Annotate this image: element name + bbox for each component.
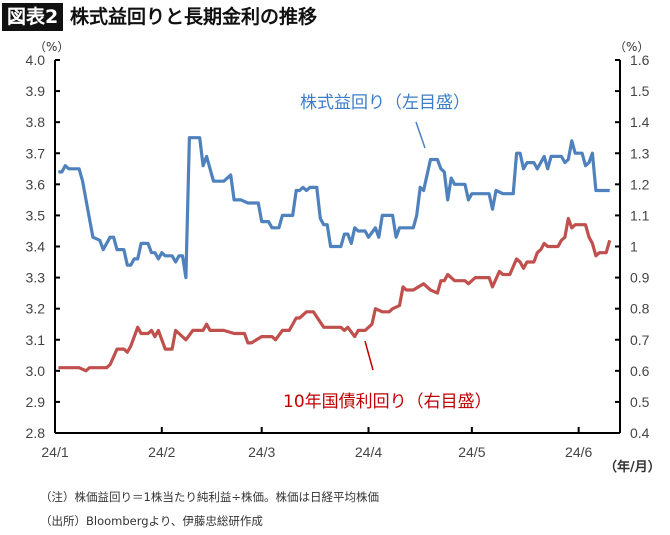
earnings-yield-leader-line xyxy=(415,121,426,149)
right-axis-tick-label: 1.1 xyxy=(630,207,650,223)
right-axis-tick-label: 1.3 xyxy=(630,145,650,161)
chart-title: 株式益回りと長期金利の推移 xyxy=(70,6,318,28)
left-axis-tick-label: 2.8 xyxy=(26,425,46,441)
right-axis-tick-label: 0.4 xyxy=(630,425,650,441)
x-axis-tick-label: 24/5 xyxy=(458,444,485,460)
series-label-earnings-yield: 株式益回り（左目盛） xyxy=(300,93,470,113)
left-axis-tick-label: 3.6 xyxy=(26,176,46,192)
x-axis-tick-label: 24/3 xyxy=(248,444,275,460)
right-axis-tick-label: 1.5 xyxy=(630,83,650,99)
jgb-yield-leader-line xyxy=(364,340,374,371)
right-axis-tick-label: 1.2 xyxy=(630,176,650,192)
x-axis-unit: （年/月） xyxy=(604,460,661,475)
x-axis-tick-label: 24/6 xyxy=(565,444,592,460)
left-axis-tick-label: 3.4 xyxy=(26,239,46,255)
footnote: （注）株価益回り＝1株当たり純利益÷株価。株価は日経平均株価 xyxy=(40,490,379,504)
left-axis-tick-label: 2.9 xyxy=(26,394,46,410)
left-axis-tick-label: 3.9 xyxy=(26,83,46,99)
left-axis-tick-label: 3.8 xyxy=(26,114,46,130)
right-axis-tick-label: 0.8 xyxy=(630,301,650,317)
series-line-jgb-10y-yield xyxy=(58,216,612,373)
right-axis-tick-label: 0.5 xyxy=(630,394,650,410)
left-axis-tick-label: 3.3 xyxy=(26,270,46,286)
series-label-jgb-yield: 10年国債利回り（右目盛） xyxy=(283,392,492,412)
series-line-earnings-yield xyxy=(58,136,610,280)
left-axis-tick-label: 4.0 xyxy=(26,52,46,68)
right-axis-tick-label: 0.9 xyxy=(630,270,650,286)
x-axis-tick-label: 24/4 xyxy=(355,444,382,460)
right-axis-tick-label: 1 xyxy=(630,239,638,255)
x-axis-tick-label: 24/2 xyxy=(148,444,175,460)
left-axis-tick-label: 3.0 xyxy=(26,363,46,379)
right-axis-unit: （%） xyxy=(614,40,650,54)
right-axis-tick-label: 0.6 xyxy=(630,363,650,379)
left-axis-tick-label: 3.1 xyxy=(26,332,46,348)
right-axis-tick-label: 1.4 xyxy=(630,114,650,130)
x-axis-tick-label: 24/1 xyxy=(41,444,68,460)
right-axis-tick-label: 1.6 xyxy=(630,52,650,68)
right-axis-tick-label: 0.7 xyxy=(630,332,650,348)
left-axis-tick-label: 3.2 xyxy=(26,301,46,317)
left-axis-tick-label: 3.5 xyxy=(26,207,46,223)
figure-number-badge: 図表2 xyxy=(2,3,64,31)
source-note: （出所）Bloombergより、伊藤忠総研作成 xyxy=(40,514,263,528)
left-axis-tick-label: 3.7 xyxy=(26,145,46,161)
left-axis-unit: （%） xyxy=(34,40,70,54)
